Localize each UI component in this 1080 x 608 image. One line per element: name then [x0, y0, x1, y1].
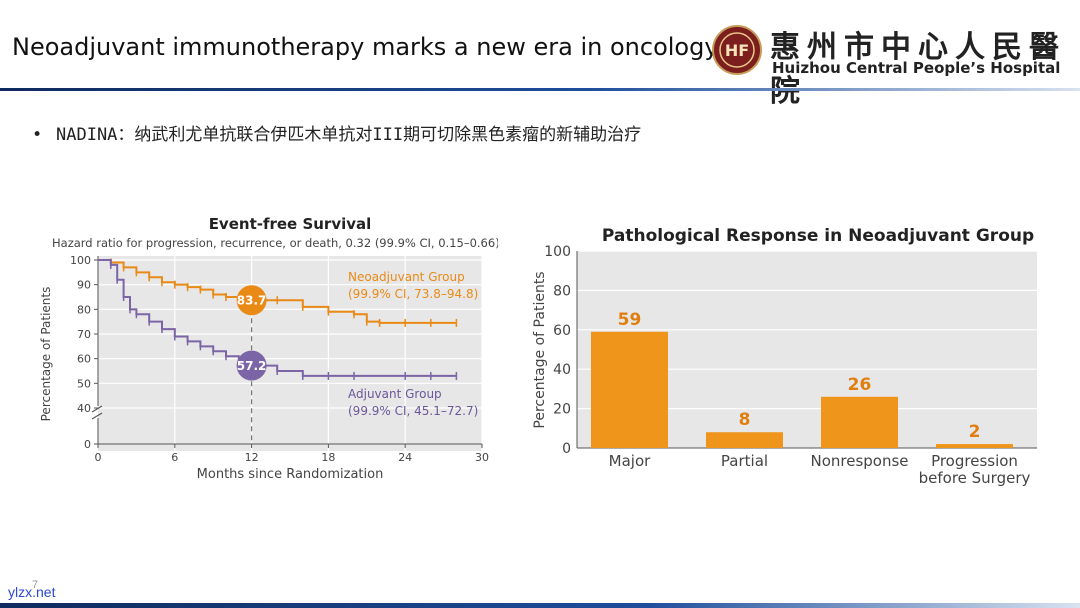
bar-ytick-label: 0	[562, 441, 571, 457]
adjuvant-legend-name: Adjuvant Group	[348, 387, 442, 401]
event-free-survival-chart: Event-free Survival Hazard ratio for pro…	[39, 215, 498, 482]
footer-divider	[0, 603, 1080, 608]
pathological-response-chart: Pathological Response in Neoadjuvant Gro…	[532, 226, 1037, 487]
bar-0	[591, 331, 668, 448]
km-chart-title: Event-free Survival	[209, 215, 372, 233]
bar-ytick-label: 60	[553, 323, 571, 339]
hospital-name-en: Huizhou Central People’s Hospital	[772, 59, 1061, 77]
adjuvant-12mo-marker	[236, 350, 267, 381]
km-ytick-label: 100	[70, 254, 91, 267]
km-ytick-label: 90	[77, 279, 91, 292]
km-ytick-label: 70	[77, 328, 91, 341]
km-ytick-label: 0	[84, 438, 91, 451]
bar-value-label: 2	[969, 422, 981, 442]
neoadjuvant-12mo-label: 83.7	[237, 294, 267, 308]
hospital-seal-logo: HF	[712, 25, 762, 75]
header-divider	[0, 88, 1080, 91]
bar-chart-title: Pathological Response in Neoadjuvant Gro…	[602, 226, 1034, 246]
bar-ytick-label: 20	[553, 402, 571, 418]
km-axis-lines	[97, 256, 482, 445]
bullet-symbol: •	[32, 125, 43, 145]
km-ytick-label: 40	[77, 402, 91, 415]
km-axes: 0 40 50 60 70 80 90 100 0 6 12 18 24 30	[70, 254, 489, 464]
neoadjuvant-12mo-marker	[236, 285, 267, 316]
km-series-group: 83.7 57.2	[98, 258, 458, 381]
adjuvant-curve	[98, 259, 457, 377]
bar-category-label: Major	[609, 452, 651, 470]
bar-ytick-label: 100	[544, 244, 571, 260]
km-xtick-label: 30	[475, 451, 489, 464]
km-xtick-label: 24	[398, 451, 412, 464]
km-ytick-label: 80	[77, 303, 91, 316]
bar-3	[936, 444, 1013, 448]
km-xtick-label: 18	[321, 451, 335, 464]
source-watermark: ylzx.net	[8, 584, 56, 600]
bar-2	[821, 396, 898, 448]
adjuvant-12mo-label: 57.2	[237, 359, 267, 373]
bullet-text: NADINA：纳武利尤单抗联合伊匹木单抗对III期可切除黑色素瘤的新辅助治疗	[56, 125, 642, 145]
bar-ylabel: Percentage of Patients	[532, 271, 548, 428]
km-xlabel: Months since Randomization	[197, 467, 384, 482]
seal-text: HF	[725, 41, 749, 60]
bar-value-label: 8	[739, 410, 751, 430]
page-number: 7	[32, 579, 39, 591]
km-xtick-label: 12	[245, 451, 259, 464]
km-axis-break	[91, 405, 103, 420]
adjuvant-legend-ci: (99.9% CI, 45.1–72.7)	[348, 404, 478, 418]
hospital-name-cn: 惠州市中心人民醫院	[770, 30, 1066, 109]
bar-category-label: Progression	[931, 452, 1018, 470]
bar-category-label: before Surgery	[919, 469, 1031, 487]
bar-category-label: Nonresponse	[810, 452, 908, 470]
km-chart-subtitle: Hazard ratio for progression, recurrence…	[52, 236, 498, 250]
bar-1	[706, 432, 783, 448]
bullet-item: • NADINA：纳武利尤单抗联合伊匹木单抗对III期可切除黑色素瘤的新辅助治疗	[32, 120, 641, 145]
km-xtick-label: 6	[171, 451, 178, 464]
bar-series-group: 59 Major 8 Partial 26 Nonresponse 2 Progression…	[591, 310, 1031, 487]
bar-ytick-label: 80	[553, 283, 571, 299]
km-ytick-label: 60	[77, 353, 91, 366]
neoadjuvant-legend-ci: (99.9% CI, 73.8–94.8)	[348, 287, 478, 301]
km-xtick-label: 0	[95, 451, 102, 464]
page-title: Neoadjuvant immunotherapy marks a new er…	[12, 33, 719, 61]
neoadjuvant-legend-name: Neoadjuvant Group	[348, 270, 465, 284]
bar-ytick-label: 40	[553, 362, 571, 378]
bar-value-label: 26	[848, 375, 872, 395]
seal-icon: HF	[719, 32, 755, 68]
km-ytick-label: 50	[77, 377, 91, 390]
km-plot-area	[98, 256, 482, 451]
bar-value-label: 59	[618, 310, 642, 330]
km-ylabel: Percentage of Patients	[39, 287, 53, 422]
bar-category-label: Partial	[721, 452, 768, 470]
